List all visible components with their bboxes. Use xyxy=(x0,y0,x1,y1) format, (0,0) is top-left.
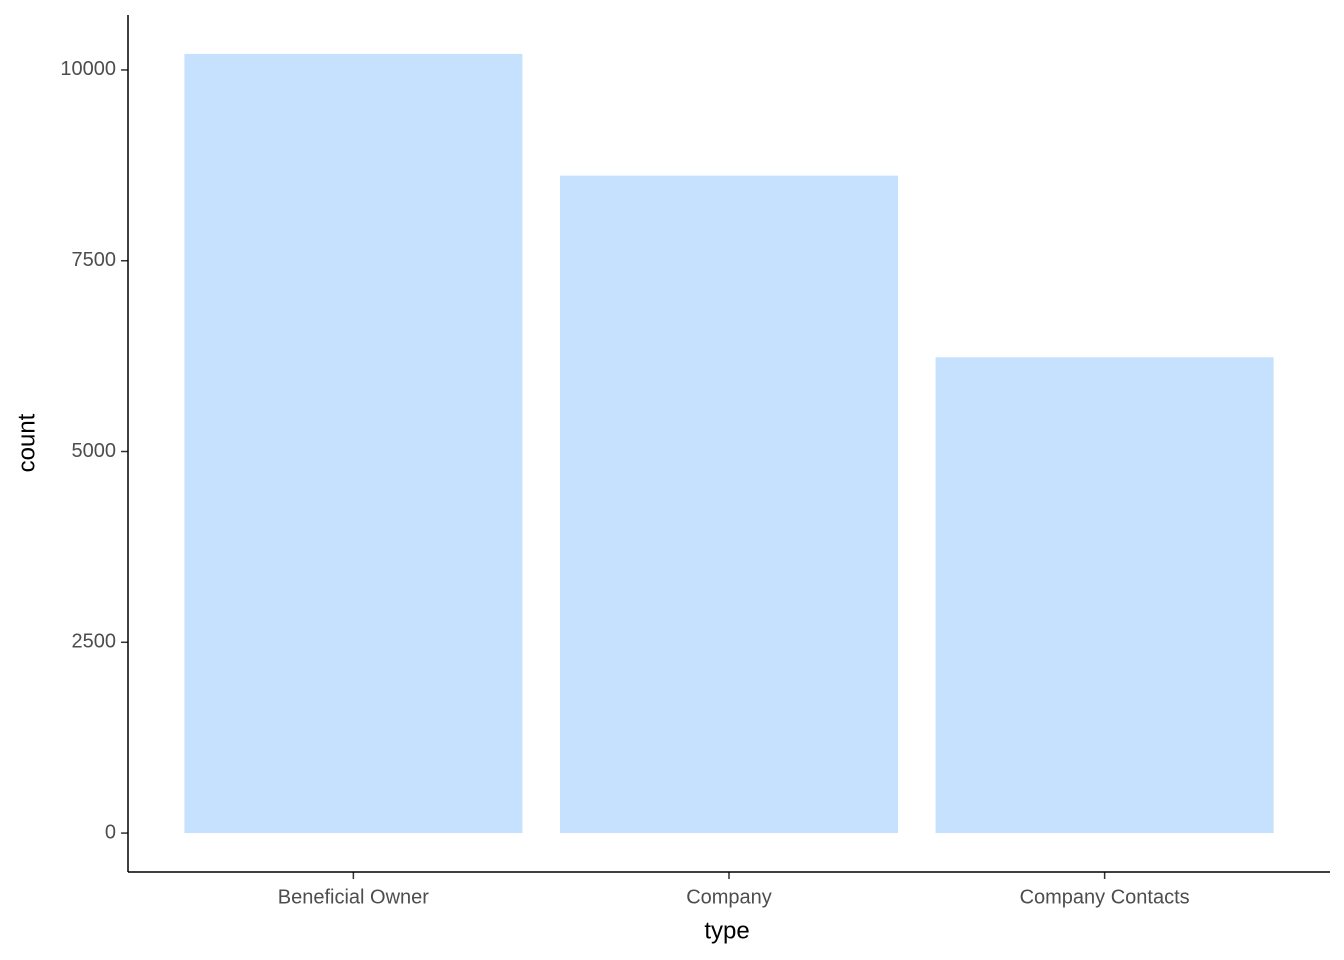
y-tick-label: 7500 xyxy=(72,249,117,271)
y-tick-label: 10000 xyxy=(60,58,116,80)
y-tick-label: 0 xyxy=(105,821,116,843)
x-tick-label: Beneficial Owner xyxy=(278,886,430,908)
x-tick-label: Company xyxy=(686,886,772,908)
y-tick-label: 2500 xyxy=(72,631,117,653)
x-axis-title: type xyxy=(704,917,749,944)
bar xyxy=(935,357,1274,834)
bar xyxy=(184,53,523,834)
bar xyxy=(559,175,899,834)
x-tick-label: Company Contacts xyxy=(1020,886,1190,908)
y-tick-label: 5000 xyxy=(72,440,117,462)
y-axis-title: count xyxy=(13,413,40,472)
